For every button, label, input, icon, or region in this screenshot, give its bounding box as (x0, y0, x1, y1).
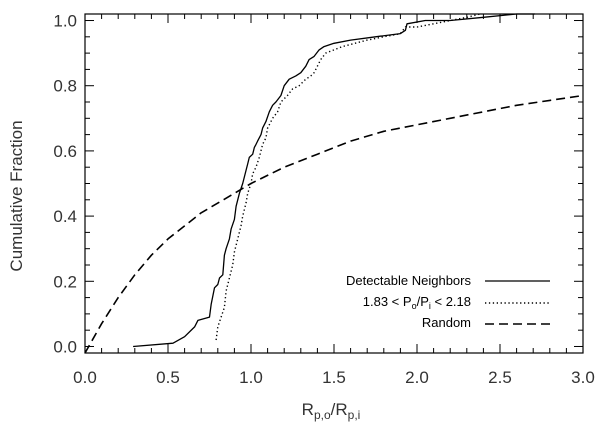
x-axis-title-main: R (302, 400, 314, 419)
x-tick-label: 1.5 (322, 368, 346, 387)
x-tick-label: 2.0 (405, 368, 429, 387)
legend-period-sub-i: i (429, 301, 431, 311)
legend-label-period-ratio: 1.83 < Po/Pi < 2.18 (363, 294, 471, 311)
series-line-1-83-po-pi-2-18 (215, 13, 481, 341)
legend: Detectable Neighbors 1.83 < Po/Pi < 2.18… (346, 273, 550, 330)
y-tick-label: 0.2 (53, 272, 77, 291)
x-tick-label: 0.0 (73, 368, 97, 387)
series-line-detectable-neighbors (133, 13, 535, 348)
x-axis-title-sub1: p,o (314, 408, 331, 422)
y-axis-title: Cumulative Fraction (7, 120, 26, 271)
legend-period-part-2: /P (417, 294, 429, 309)
legend-period-sub-o: o (412, 301, 417, 311)
x-axis-title: Rp,o/Rp,i (302, 400, 361, 422)
ticks-layer: 0.0 0.5 1.0 1.5 2.0 2.5 3.0 0.0 0.2 0.4 0.6 0.8 1.0 (53, 12, 594, 387)
y-tick-label: 0.6 (53, 142, 77, 161)
legend-label-random: Random (422, 315, 471, 330)
series-line-random (84, 94, 584, 354)
x-axis-title-mid: /R (331, 400, 348, 419)
y-tick-label: 0.8 (53, 77, 77, 96)
x-tick-label: 0.5 (156, 368, 180, 387)
legend-period-part-3: < 2.18 (431, 294, 471, 309)
series-layer (84, 13, 584, 354)
x-tick-label: 2.5 (488, 368, 512, 387)
legend-period-part-1: 1.83 < P (363, 294, 412, 309)
x-tick-label: 3.0 (571, 368, 595, 387)
x-axis-title-sub2: p,i (348, 408, 361, 422)
plot-frame (84, 13, 584, 354)
legend-label-detectable-neighbors: Detectable Neighbors (346, 273, 472, 288)
y-tick-label: 0.0 (53, 337, 77, 356)
y-tick-label: 1.0 (53, 12, 77, 31)
y-tick-label: 0.4 (53, 207, 77, 226)
x-tick-label: 1.0 (239, 368, 263, 387)
